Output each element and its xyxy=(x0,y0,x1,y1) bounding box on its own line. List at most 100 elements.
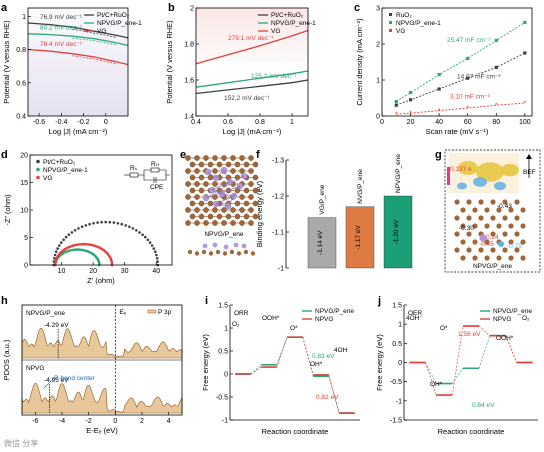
panel-letter-f: f xyxy=(256,149,260,161)
panel-e-carbon-atom xyxy=(203,220,209,226)
panel-g-carbon-atom xyxy=(490,231,496,237)
panel-h-band-label: -4.29 eV xyxy=(44,322,69,329)
panel-h-annotation: P-band center xyxy=(54,375,96,382)
panel-c-ytick-label: 1 xyxy=(376,78,380,85)
panel-f-ytick-label: -1 xyxy=(278,266,284,273)
panel-b-xtick-label: 0.4 xyxy=(191,119,201,126)
panel-d-point xyxy=(53,253,57,257)
panel-c-legend-label: NPVG/P_ene-1 xyxy=(396,20,441,27)
panel-e-p-bond xyxy=(227,185,241,207)
panel-g-density-lobe xyxy=(457,182,467,190)
panel-g-density-lobe xyxy=(494,181,506,191)
panel-d-ytick-label: 15 xyxy=(20,180,28,187)
panel-d-point xyxy=(56,247,59,250)
panel-a-legend-label: VG xyxy=(97,28,106,35)
panel-d-point xyxy=(120,222,124,226)
panel-e-carbon-atom xyxy=(239,220,245,226)
panel-e-carbon-atom xyxy=(230,155,236,161)
panel-j-connector xyxy=(505,335,517,363)
panel-j-legend-label: NPVG xyxy=(493,316,511,323)
panel-e-carbon-atom xyxy=(203,207,209,213)
panel-e-carbon-atom xyxy=(221,207,227,213)
panel-letter-c: c xyxy=(354,2,360,14)
panel-c-ytick-label: 3 xyxy=(376,6,380,13)
panel-letter-g: g xyxy=(435,149,442,161)
panel-i-connector xyxy=(250,364,262,375)
panel-e-carbon-atom xyxy=(203,181,209,187)
panel-g-carbon-atom xyxy=(472,239,478,245)
panel-b-xtick-label: 0.6 xyxy=(223,119,233,126)
panel-e-carbon-atom xyxy=(207,213,214,220)
panel-e-carbon-atom xyxy=(252,161,259,168)
panel-e-side-atom xyxy=(222,251,228,256)
panel-h-series-label: NPVG xyxy=(26,365,44,372)
panel-h-xtick-label: 2 xyxy=(140,418,144,425)
panel-g-carbon-atom xyxy=(490,247,496,253)
panel-e-p-bond xyxy=(223,169,231,183)
panel-c-annotation: 14.07 mF cm⁻² xyxy=(457,74,501,81)
panel-a-series-line xyxy=(27,48,129,66)
panel-g-carbon-atom xyxy=(460,239,466,245)
panel-e-carbon-atom xyxy=(185,181,191,187)
panel-letter-e: e xyxy=(180,149,186,161)
panel-c-xtick-label: 60 xyxy=(464,119,472,126)
panel-d-circuit-label: Rₜₜ xyxy=(151,161,160,168)
panel-d-point xyxy=(124,224,127,227)
panel-f-ytick-label: -1.2 xyxy=(272,194,284,201)
panel-d-circuit-rs xyxy=(129,172,139,178)
panel-d-point xyxy=(155,253,158,257)
panel-e-carbon-atom xyxy=(207,161,214,168)
panel-c-xtick-label: 100 xyxy=(519,119,531,126)
panel-d-point xyxy=(80,225,84,229)
panel-b-annotation: 125.2 mV dec⁻¹ xyxy=(251,73,298,80)
panel-d-point xyxy=(141,233,144,236)
panel-c-point xyxy=(408,91,413,95)
panel-c-point xyxy=(466,76,470,80)
panel-d-point xyxy=(84,224,88,227)
panel-d-point xyxy=(62,238,65,242)
panel-i-annotation: 0.82 eV xyxy=(316,394,339,401)
panel-e-side-atom xyxy=(243,249,249,255)
panel-g-carbon-atom xyxy=(514,215,520,221)
panel-c-xlabel: Scan rate (mV s⁻¹) xyxy=(426,127,489,136)
panel-e-side-atom xyxy=(201,249,207,255)
panel-e-carbon-atom xyxy=(212,155,218,161)
panel-f-category-label: NPVG/P_ene xyxy=(395,154,402,193)
panel-h-xtick-label: 4 xyxy=(167,418,171,425)
panel-d-point xyxy=(76,248,79,251)
panel-c-point xyxy=(408,98,413,102)
panel-e-carbon-atom xyxy=(248,207,254,213)
panel-g-carbon-atom xyxy=(496,255,502,261)
panel-g-carbon-atom xyxy=(520,223,526,229)
panel-e-side-p-atom xyxy=(202,243,208,249)
panel-a-background xyxy=(28,8,128,116)
panel-b-series-line xyxy=(195,29,309,65)
panel-d-point xyxy=(96,221,99,224)
panel-e-carbon-atom xyxy=(198,213,205,220)
panel-d-ytick-label: 20 xyxy=(20,153,28,160)
panel-e: NPVG/P_ene xyxy=(185,155,259,256)
panel-a-legend-label: Pt/C+RuO₂ xyxy=(97,12,130,19)
panel-g-carbon-atom xyxy=(478,215,484,221)
panel-g-carbon-atom xyxy=(454,199,460,205)
panel-d-point xyxy=(112,221,116,224)
panel-e-side-p-atom xyxy=(223,244,229,250)
panel-a-xtick-label: 0 xyxy=(104,119,108,126)
panel-e-side-p-atom xyxy=(233,242,239,248)
panel-g-phosphorus-atom xyxy=(479,234,487,242)
panel-a-fit-line xyxy=(72,28,117,38)
panel-d-point xyxy=(73,243,77,247)
panel-e-carbon-atom xyxy=(248,181,254,187)
panel-g-carbon-atom xyxy=(472,255,478,261)
panel-d-point xyxy=(71,244,75,247)
panel-b-ytick-label: 1.8 xyxy=(184,42,194,49)
panel-e-side-atom xyxy=(187,249,193,255)
panel-g-carbon-atom xyxy=(508,223,514,229)
panel-c-xtick-label: 20 xyxy=(407,119,415,126)
panel-g-charge-label: -0.45 xyxy=(479,241,494,248)
panel-e-p-bond xyxy=(215,169,225,179)
panel-e-carbon-atom xyxy=(243,200,250,207)
panel-g-carbon-atom xyxy=(508,207,514,213)
panel-i-ytick-label: -0.5 xyxy=(216,395,228,402)
